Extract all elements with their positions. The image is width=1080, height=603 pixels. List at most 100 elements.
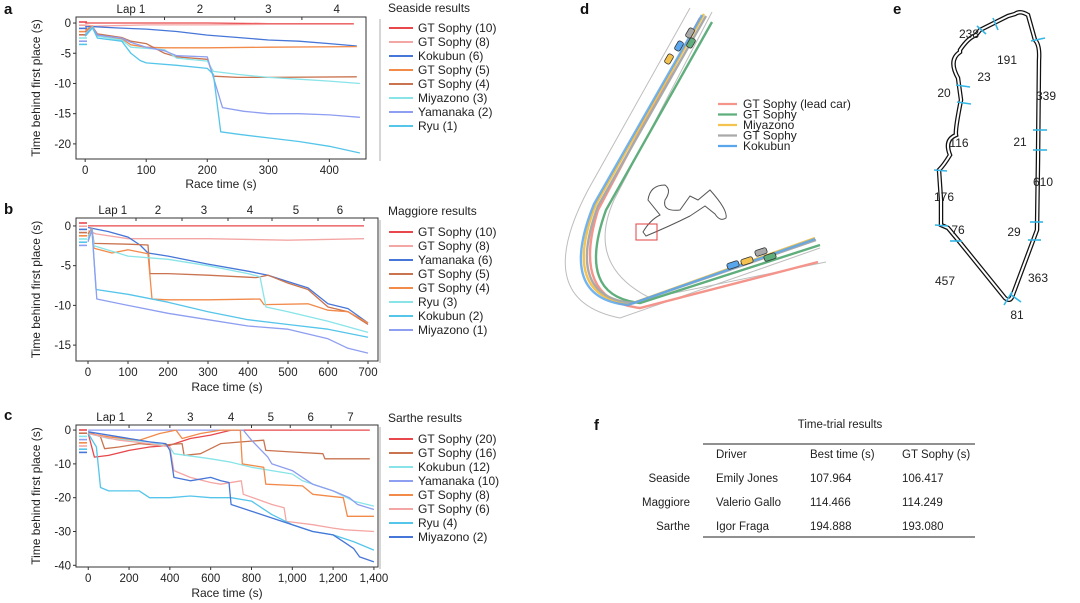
segment-marker — [955, 84, 971, 88]
legend-entry: GT Sophy (5) — [418, 63, 490, 77]
y-tick-label: -20 — [54, 493, 71, 505]
panel-f-time-trial-table: f Time-trial results Driver Best time (s)… — [594, 417, 975, 538]
lap-label: 4 — [247, 205, 254, 217]
x-tick-label: 100 — [118, 367, 137, 379]
line-gt-sophy-green — [594, 21, 821, 305]
y-tick-label: 0 — [65, 18, 71, 30]
track-minimap — [642, 184, 727, 237]
legend-entry: GT Sophy — [743, 108, 797, 122]
lap-label: 2 — [197, 4, 203, 16]
segment-label: 610 — [1033, 175, 1053, 189]
segment-label: 81 — [1010, 308, 1024, 322]
lap-label: 2 — [155, 205, 161, 217]
lap-label: 3 — [201, 205, 207, 217]
lap-label: 4 — [228, 412, 235, 424]
series-line-gt-sophy-8 — [87, 230, 365, 241]
legend-entry: Yamanaka (10) — [418, 474, 499, 488]
legend-c: Sarthe results GT Sophy (20)GT Sophy (16)… — [379, 411, 499, 569]
legend-entry: GT Sophy (20) — [418, 432, 496, 446]
lap-label: 5 — [268, 412, 274, 424]
segment-label: 339 — [1036, 89, 1056, 103]
track-inner-edge — [604, 11, 827, 299]
car-miyazono-icon — [664, 53, 674, 65]
series-line-gt-sophy-5 — [87, 227, 369, 326]
series-line-gt-sophy-4 — [87, 228, 369, 324]
y-tick-label: -5 — [61, 261, 71, 273]
y-tick-label: -10 — [54, 78, 71, 90]
legend-entry: Ryu (1) — [418, 119, 457, 133]
table-header-cell: Driver — [716, 449, 747, 461]
legend-entry: GT Sophy (10) — [418, 225, 496, 239]
y-tick-label: 0 — [65, 221, 71, 233]
x-tick-label: 600 — [318, 367, 337, 379]
legend-entry: Miyazono (3) — [418, 91, 487, 105]
table-cell: 194.888 — [810, 521, 852, 533]
series-group — [79, 21, 361, 154]
series-line-gt-sophy-6 — [88, 432, 374, 533]
x-tick-label: 800 — [242, 573, 261, 585]
panel-d-trajectory-diagram: d GT Sophy (lead car)GT SophyMiyazonoGT … — [564, 1, 851, 319]
x-tick-label: 200 — [119, 573, 138, 585]
x-tick-label: 400 — [160, 573, 179, 585]
series-line-yamanaka-6 — [87, 226, 369, 324]
y-axis-label: Time behind first place (s) — [29, 427, 43, 565]
x-tick-label: 200 — [198, 165, 217, 177]
legend-title: Sarthe results — [388, 411, 462, 425]
line-gt-sophy-lead — [588, 17, 819, 310]
car-gt-sophy-green-icon — [763, 252, 777, 262]
series-line-ryu-4 — [87, 433, 375, 551]
legend-entry: Yamanaka (6) — [418, 253, 492, 267]
x-tick-label: 200 — [158, 367, 177, 379]
segment-marker — [1030, 37, 1046, 42]
x-tick-label: 0 — [85, 573, 91, 585]
series-line-ryu-3 — [87, 228, 369, 334]
table-row-header: Maggiore — [642, 497, 690, 509]
x-tick-label: 400 — [238, 367, 257, 379]
legend-entry: Miyazono (2) — [418, 530, 487, 544]
table-row-header: Seaside — [648, 473, 690, 485]
legend-entry: Kokubun (6) — [418, 49, 483, 63]
panel-c-sarthe-chart: c 0 200 400 600 800 1,000 1,200 1,400 0 -10 -20 -30 -… — [4, 407, 499, 600]
legend-entry: Miyazono — [743, 118, 795, 132]
legend-entry: GT Sophy (8) — [418, 35, 490, 49]
panel-label-f: f — [594, 417, 600, 434]
segment-label: 176 — [934, 190, 954, 204]
segment-label: 457 — [935, 274, 955, 288]
legend-entry: GT Sophy (6) — [418, 502, 490, 516]
lap-label: 3 — [265, 4, 271, 16]
x-tick-label: 1,200 — [319, 573, 348, 585]
segment-marker — [934, 224, 949, 227]
series-line-gt-sophy-5 — [84, 25, 357, 49]
table-row-header: Sarthe — [656, 521, 690, 533]
segment-label: 23 — [977, 70, 991, 84]
y-axis-label: Time behind first place (s) — [29, 221, 43, 359]
panel-label-e: e — [893, 1, 901, 18]
legend-entry: Ryu (4) — [418, 516, 457, 530]
table-cell: Valerio Gallo — [716, 497, 781, 509]
car-gt-sophy-green-icon — [686, 37, 696, 49]
legend-entry: Kokubun — [743, 139, 790, 153]
segment-label: 116 — [949, 136, 968, 150]
lap-label: Lap 1 — [117, 4, 146, 16]
line-miyazono — [582, 13, 816, 306]
series-line-gt-sophy-8 — [85, 23, 354, 27]
car-kokubun-icon — [726, 260, 740, 270]
lap-label: 2 — [146, 412, 152, 424]
legend-entry: Kokubun (2) — [418, 309, 483, 323]
legend-entry: GT Sophy (4) — [418, 77, 490, 91]
y-axis-label: Time behind first place (s) — [29, 19, 43, 157]
lap-label: 6 — [307, 412, 313, 424]
series-line-miyazono-3 — [84, 26, 360, 85]
legend-entry: GT Sophy (lead car) — [743, 97, 851, 111]
series-group — [79, 222, 369, 354]
x-tick-label: 500 — [278, 367, 297, 379]
table-header-cell: Best time (s) — [810, 449, 875, 461]
segment-label: 76 — [951, 223, 965, 237]
x-tick-label: 300 — [259, 165, 278, 177]
table-cell: 193.080 — [902, 521, 944, 533]
line-kokubun — [579, 14, 816, 307]
legend-entry: Ryu (3) — [418, 295, 457, 309]
y-tick-label: -20 — [54, 139, 71, 151]
